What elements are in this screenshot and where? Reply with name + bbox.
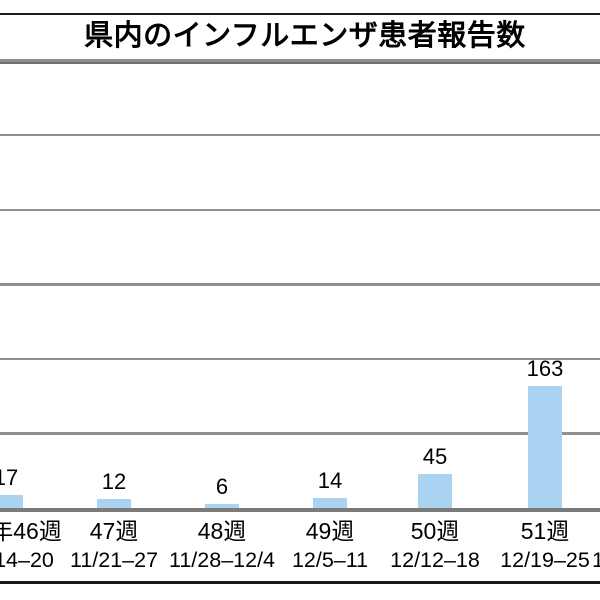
x-axis-week-label: 47週	[89, 518, 139, 544]
gridline	[0, 357, 600, 361]
bar	[418, 474, 452, 508]
x-axis-date-label: 12/12–18	[390, 548, 480, 572]
top-border-line	[0, 13, 600, 15]
x-axis-date-label: 1	[592, 548, 600, 572]
x-axis-line	[0, 508, 600, 512]
bar-value-label: 17	[0, 465, 19, 491]
bar-value-label: 6	[215, 473, 229, 499]
x-axis-date-label: 11/28–12/4	[168, 548, 276, 572]
bar-value-label: 163	[526, 356, 564, 382]
gridline	[0, 432, 600, 435]
title-underline	[0, 61, 600, 64]
gridline	[0, 59, 600, 62]
bar-value-label: 14	[317, 467, 343, 493]
bar	[313, 497, 347, 508]
chart-title: 県内のインフルエンザ患者報告数	[84, 20, 526, 52]
gridline	[0, 133, 600, 137]
bar	[528, 386, 562, 508]
x-axis-date-label: 11/21–27	[69, 548, 159, 572]
gridline	[0, 283, 600, 286]
x-axis-week-label: 49週	[305, 518, 355, 544]
x-axis-date-label: 14–20	[0, 548, 54, 572]
x-axis-week-label: 年46週	[0, 518, 62, 544]
x-axis-date-label: 12/19–25	[500, 548, 590, 572]
bar	[0, 495, 23, 508]
bar-value-label: 12	[101, 469, 127, 495]
bar	[97, 499, 131, 508]
gridline	[0, 208, 600, 212]
bottom-border-line	[0, 581, 600, 584]
bar-value-label: 45	[422, 444, 448, 470]
x-axis-week-label: 50週	[410, 518, 460, 544]
x-axis-date-label: 12/5–11	[291, 548, 369, 572]
x-axis-week-label: 51週	[520, 518, 570, 544]
bar	[205, 503, 239, 508]
x-axis-week-label: 48週	[197, 518, 247, 544]
